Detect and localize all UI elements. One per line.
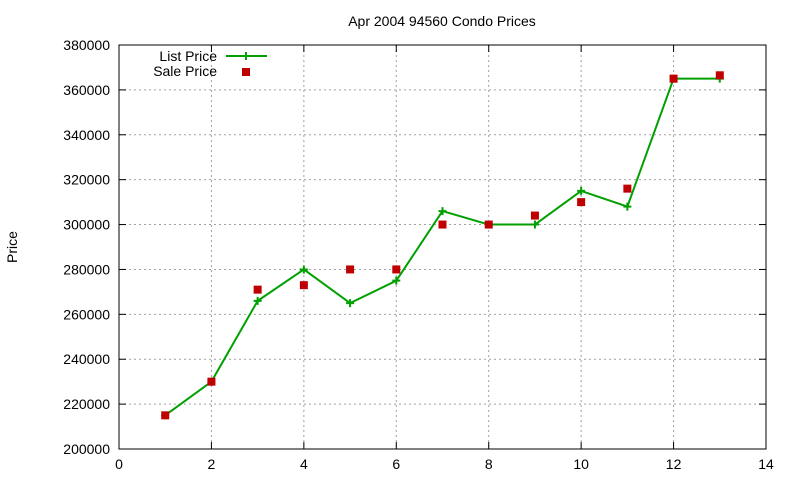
sale-price-point: [623, 184, 632, 193]
y-axis-label: Price: [4, 231, 20, 263]
sale-price-point: [669, 74, 678, 83]
list-price-point: [346, 299, 355, 308]
sale-price-point: [392, 265, 401, 274]
data-layer: [161, 71, 724, 420]
x-tick-label: 2: [208, 456, 216, 472]
x-tick-label: 4: [300, 456, 308, 472]
x-tick-label: 12: [666, 456, 682, 472]
y-tick-label: 280000: [63, 261, 110, 277]
grid-layer: [119, 45, 766, 449]
list-price-line: [164, 77, 720, 417]
x-tick-label: 14: [758, 456, 774, 472]
x-tick-label: 0: [115, 456, 123, 472]
list-price-point: [530, 220, 539, 229]
legend: List Price Sale Price: [153, 48, 267, 79]
plot-area-frame: [118, 44, 767, 450]
list-price-point: [253, 296, 262, 305]
y-tick-label: 200000: [63, 441, 110, 457]
sale-price-point: [346, 265, 355, 274]
y-tick-label: 340000: [63, 127, 110, 143]
sale-price-point: [299, 281, 308, 290]
sale-price-point: [253, 285, 262, 294]
sale-price-point: [438, 220, 447, 229]
y-tick-label: 260000: [63, 306, 110, 322]
y-tick-label: 300000: [63, 217, 110, 233]
list-price-point: [392, 276, 401, 285]
sale-price-point: [715, 71, 724, 80]
sale-price-point: [161, 411, 170, 420]
list-price-point: [577, 186, 586, 195]
sale-price-point: [577, 198, 586, 207]
y-tick-label: 220000: [63, 396, 110, 412]
list-price-point: [299, 265, 308, 274]
list-price-point: [623, 202, 632, 211]
legend-swatch-sale-price-marker: [242, 68, 250, 76]
list-price-point: [438, 207, 447, 216]
y-tick-label: 380000: [63, 37, 110, 53]
legend-label-list-price: List Price: [159, 48, 217, 64]
y-tick-label: 360000: [63, 82, 110, 98]
x-tick-label: 10: [573, 456, 589, 472]
x-tick-label: 8: [485, 456, 493, 472]
chart-title: Apr 2004 94560 Condo Prices: [348, 13, 536, 29]
sale-price-point: [484, 220, 493, 229]
legend-label-sale-price: Sale Price: [153, 63, 217, 79]
sale-price-point: [207, 377, 216, 386]
y-tick-label: 240000: [63, 351, 110, 367]
sale-price-point: [530, 211, 539, 220]
y-tick-label: 320000: [63, 172, 110, 188]
legend-swatch-list-price-marker: [242, 52, 250, 60]
x-tick-label: 6: [392, 456, 400, 472]
tick-layer: 0 2 4 6 8 10 12 14 200000 220000 240000 260000 28000…: [63, 37, 774, 472]
